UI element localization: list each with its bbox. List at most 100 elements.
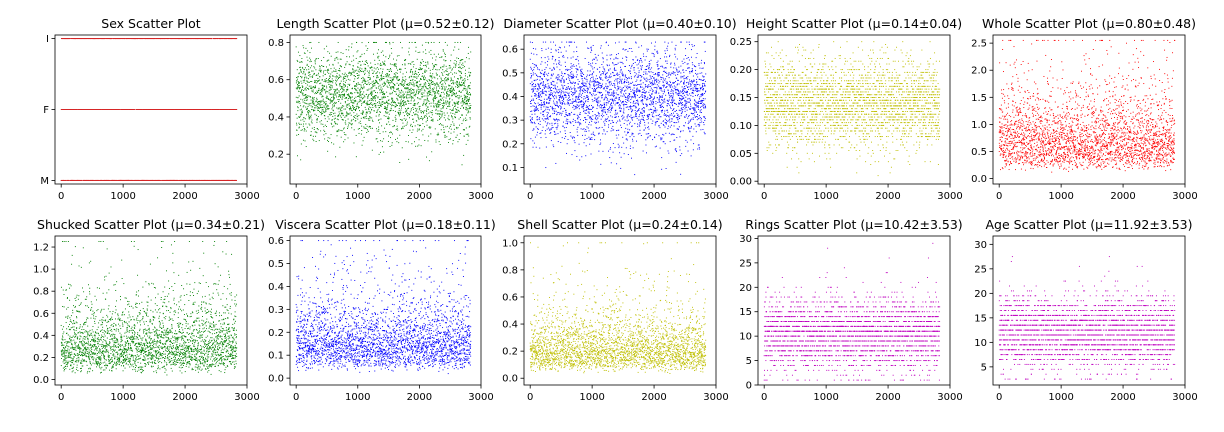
data-point bbox=[403, 93, 405, 95]
data-point bbox=[369, 67, 371, 69]
data-point bbox=[306, 80, 308, 82]
data-point bbox=[416, 85, 418, 87]
data-point bbox=[113, 38, 115, 40]
data-point bbox=[426, 97, 428, 99]
data-point bbox=[309, 116, 311, 118]
data-point bbox=[343, 88, 345, 90]
data-point bbox=[297, 84, 298, 86]
data-point bbox=[324, 111, 326, 113]
data-point bbox=[357, 62, 359, 64]
data-point bbox=[384, 127, 386, 129]
data-point bbox=[316, 82, 318, 84]
data-point bbox=[361, 77, 363, 79]
data-point bbox=[317, 58, 319, 59]
data-point bbox=[301, 129, 303, 131]
data-point bbox=[413, 73, 415, 75]
data-point bbox=[384, 84, 386, 86]
data-point bbox=[321, 112, 322, 114]
data-point bbox=[340, 52, 342, 54]
data-point bbox=[314, 60, 316, 62]
data-point bbox=[142, 38, 144, 40]
data-point bbox=[354, 99, 356, 101]
data-point bbox=[379, 98, 381, 100]
data-point bbox=[355, 89, 357, 91]
data-point bbox=[300, 70, 302, 72]
data-point bbox=[61, 179, 63, 181]
data-point bbox=[398, 115, 400, 117]
data-point bbox=[357, 95, 359, 97]
data-point bbox=[402, 91, 404, 93]
data-point bbox=[416, 114, 418, 116]
data-point bbox=[304, 52, 306, 54]
data-point bbox=[368, 108, 369, 110]
data-point bbox=[322, 87, 324, 89]
data-point bbox=[356, 69, 358, 71]
data-point bbox=[376, 138, 378, 140]
data-point bbox=[331, 96, 333, 98]
data-point bbox=[380, 103, 382, 105]
data-point bbox=[405, 87, 407, 89]
data-point bbox=[323, 85, 325, 87]
data-point bbox=[119, 38, 121, 40]
data-point bbox=[351, 71, 353, 73]
data-point bbox=[415, 85, 417, 87]
data-point bbox=[332, 80, 334, 82]
data-point bbox=[339, 95, 341, 97]
data-point bbox=[364, 80, 366, 82]
data-point bbox=[377, 63, 379, 65]
data-point bbox=[303, 90, 305, 92]
data-point bbox=[370, 62, 372, 64]
data-point bbox=[137, 109, 139, 110]
data-point bbox=[306, 65, 308, 66]
data-point bbox=[346, 97, 348, 98]
data-point bbox=[346, 103, 348, 105]
data-point bbox=[358, 122, 360, 124]
data-point bbox=[365, 115, 367, 117]
data-point bbox=[367, 65, 369, 67]
data-point bbox=[369, 103, 371, 104]
data-point bbox=[307, 110, 309, 112]
data-point bbox=[374, 41, 376, 43]
data-point bbox=[303, 47, 305, 49]
x-tick-label: 0 bbox=[58, 191, 64, 202]
data-point bbox=[146, 38, 148, 40]
data-point bbox=[370, 88, 372, 90]
data-point bbox=[418, 129, 420, 131]
data-point bbox=[323, 48, 325, 50]
data-point bbox=[389, 54, 391, 56]
data-point bbox=[345, 115, 347, 117]
data-point bbox=[324, 118, 326, 120]
data-point bbox=[347, 97, 349, 99]
data-point bbox=[353, 108, 355, 110]
data-point bbox=[327, 51, 329, 53]
data-point bbox=[302, 139, 304, 141]
data-point bbox=[328, 81, 330, 83]
data-point bbox=[399, 162, 401, 163]
data-point bbox=[327, 137, 329, 139]
data-point bbox=[327, 105, 329, 107]
data-point bbox=[216, 179, 218, 181]
data-point bbox=[353, 129, 355, 131]
data-point bbox=[424, 71, 426, 73]
data-point bbox=[399, 134, 401, 136]
data-point bbox=[407, 113, 409, 115]
data-point bbox=[365, 127, 367, 129]
data-point bbox=[130, 38, 132, 40]
data-point bbox=[336, 89, 338, 91]
data-point bbox=[405, 108, 406, 110]
data-point bbox=[116, 179, 118, 181]
data-point bbox=[343, 76, 345, 78]
y-tick-label: F bbox=[43, 105, 49, 116]
data-point bbox=[344, 101, 346, 102]
data-point bbox=[335, 92, 337, 94]
data-point bbox=[352, 68, 354, 70]
data-point bbox=[424, 70, 426, 72]
data-point bbox=[297, 87, 299, 89]
data-point bbox=[410, 70, 412, 72]
data-point bbox=[365, 81, 367, 83]
data-point bbox=[370, 102, 372, 104]
data-point bbox=[360, 84, 362, 86]
data-point bbox=[368, 72, 370, 74]
data-point bbox=[370, 107, 372, 109]
data-point bbox=[387, 117, 388, 119]
